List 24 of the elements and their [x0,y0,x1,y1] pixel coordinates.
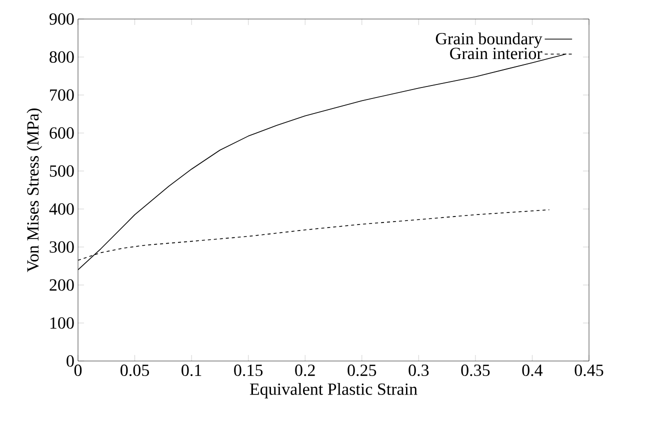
x-tick-label: 0.45 [574,364,604,376]
y-tick-label: 300 [50,241,74,253]
x-tick-label: 0.2 [295,364,315,376]
x-tick-label: 0.15 [234,364,263,376]
x-tick-label: 0.05 [120,364,149,376]
y-tick-label: 500 [50,165,74,177]
y-tick-label: 700 [50,89,74,101]
x-tick-label: 0.25 [348,364,376,376]
x-axis-title: Equivalent Plastic Strain [250,382,418,398]
y-axis-title: Von Mises Stress (MPa) [26,108,42,272]
y-tick-label: 800 [50,51,74,63]
x-tick-label: 0.35 [461,364,490,376]
y-tick-label: 100 [50,317,74,329]
x-tick-label: 0.3 [408,364,429,376]
legend-label: Grain interior [450,48,542,60]
y-tick-label: 600 [50,127,74,139]
y-tick-label: 900 [50,13,74,25]
y-tick-label: 400 [49,203,74,215]
y-tick-label: 0 [66,355,74,367]
x-tick-label: 0 [74,364,82,376]
legend-label: Grain boundary [436,32,542,48]
x-tick-label: 0.4 [522,364,543,376]
y-tick-label: 200 [50,279,74,291]
x-tick-label: 0.1 [182,364,202,376]
